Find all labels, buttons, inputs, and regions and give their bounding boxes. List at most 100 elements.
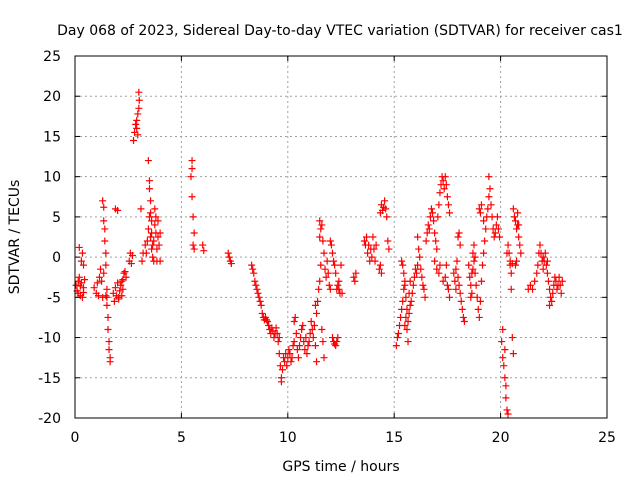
data-point: [405, 309, 413, 317]
data-point: [103, 285, 111, 293]
data-point: [313, 309, 321, 317]
data-point: [283, 362, 291, 370]
data-point: [441, 273, 449, 281]
data-point: [378, 206, 386, 214]
data-point: [199, 241, 207, 249]
data-point: [118, 292, 126, 300]
data-point: [498, 338, 506, 346]
data-point: [326, 237, 334, 245]
data-point: [292, 330, 300, 338]
data-point: [309, 334, 317, 342]
data-point: [332, 269, 340, 277]
data-point: [419, 281, 427, 289]
data-point: [311, 301, 319, 309]
data-point: [547, 293, 555, 301]
data-point: [400, 285, 408, 293]
data-point: [303, 350, 311, 358]
data-point: [399, 261, 407, 269]
data-point: [515, 233, 523, 241]
data-point: [429, 209, 437, 217]
data-point: [504, 410, 512, 418]
data-point: [101, 225, 109, 233]
data-point: [491, 229, 499, 237]
data-point: [513, 225, 521, 233]
data-point: [471, 253, 479, 261]
data-point: [558, 277, 566, 285]
data-point: [121, 268, 129, 276]
data-point: [529, 285, 537, 293]
data-point: [409, 281, 417, 289]
data-point: [313, 358, 321, 366]
y-tick-label: 25: [43, 49, 61, 65]
data-point: [122, 273, 130, 281]
data-point: [406, 301, 414, 309]
data-point: [148, 217, 156, 225]
data-point: [325, 281, 333, 289]
data-point: [399, 297, 407, 305]
data-point: [466, 273, 474, 281]
data-point: [400, 269, 408, 277]
data-point: [406, 277, 414, 285]
data-point: [155, 241, 163, 249]
data-point: [480, 217, 488, 225]
data-point: [304, 342, 312, 350]
data-point: [541, 249, 549, 257]
data-point: [425, 225, 433, 233]
y-tick-label: 20: [43, 89, 61, 105]
data-point: [510, 213, 518, 221]
data-point: [482, 225, 490, 233]
data-point: [426, 213, 434, 221]
data-point: [277, 374, 285, 382]
data-point: [320, 354, 328, 362]
data-point: [394, 330, 402, 338]
data-point: [290, 338, 298, 346]
data-point: [249, 265, 257, 273]
data-point: [97, 265, 105, 273]
data-point: [337, 261, 345, 269]
data-point: [479, 261, 487, 269]
y-tick-label: -15: [38, 371, 61, 387]
data-point: [135, 88, 143, 96]
data-point: [274, 338, 282, 346]
data-point: [115, 295, 123, 303]
data-point: [74, 289, 82, 297]
data-point: [467, 293, 475, 301]
data-point: [149, 241, 157, 249]
data-point: [546, 301, 554, 309]
data-point: [287, 358, 295, 366]
data-point: [501, 346, 509, 354]
x-tick-label: 0: [71, 430, 80, 446]
data-point: [156, 257, 164, 265]
data-point: [80, 289, 88, 297]
data-point: [263, 316, 271, 324]
data-point: [319, 237, 327, 245]
data-point: [544, 277, 552, 285]
data-point: [150, 237, 158, 245]
data-point: [75, 273, 83, 281]
axis-ticks: 0 5 10 15 20 25 -20 -15 -10 -5 0 5 10 15 20 25: [38, 49, 616, 446]
data-point: [422, 237, 430, 245]
data-point: [72, 281, 80, 289]
data-point: [499, 354, 507, 362]
data-point: [460, 317, 468, 325]
data-point: [480, 249, 488, 257]
y-tick-label: 15: [43, 129, 61, 145]
data-point: [327, 241, 335, 249]
data-point: [364, 249, 372, 257]
data-point: [256, 297, 264, 305]
data-point: [299, 321, 307, 329]
data-point: [515, 221, 523, 229]
data-point: [332, 342, 340, 350]
data-point: [81, 276, 89, 284]
data-point: [468, 289, 476, 297]
data-point: [302, 334, 310, 342]
data-point: [469, 249, 477, 257]
data-point: [548, 297, 556, 305]
data-point: [90, 284, 98, 292]
data-point: [278, 366, 286, 374]
data-point: [305, 338, 313, 346]
data-point: [476, 297, 484, 305]
data-point: [556, 281, 564, 289]
data-point: [443, 193, 451, 201]
data-point: [486, 185, 494, 193]
